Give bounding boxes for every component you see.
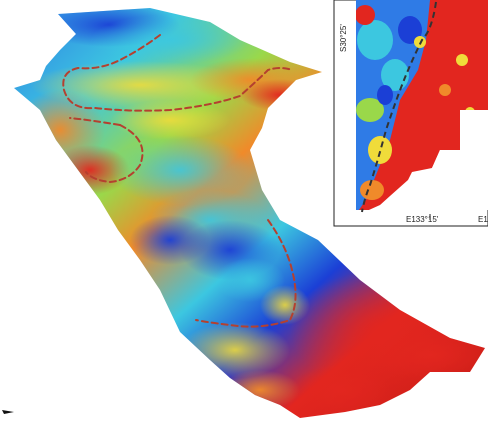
- inset-lat-label: S30°25': [339, 24, 348, 52]
- inset-lon-label-1: E133°15': [406, 215, 439, 224]
- corner-mark: [2, 410, 14, 414]
- inset-map: S30°25' E133°15' E1: [333, 0, 488, 227]
- boundary-lines: [62, 34, 297, 328]
- inset-lon-label-2: E1: [478, 215, 488, 224]
